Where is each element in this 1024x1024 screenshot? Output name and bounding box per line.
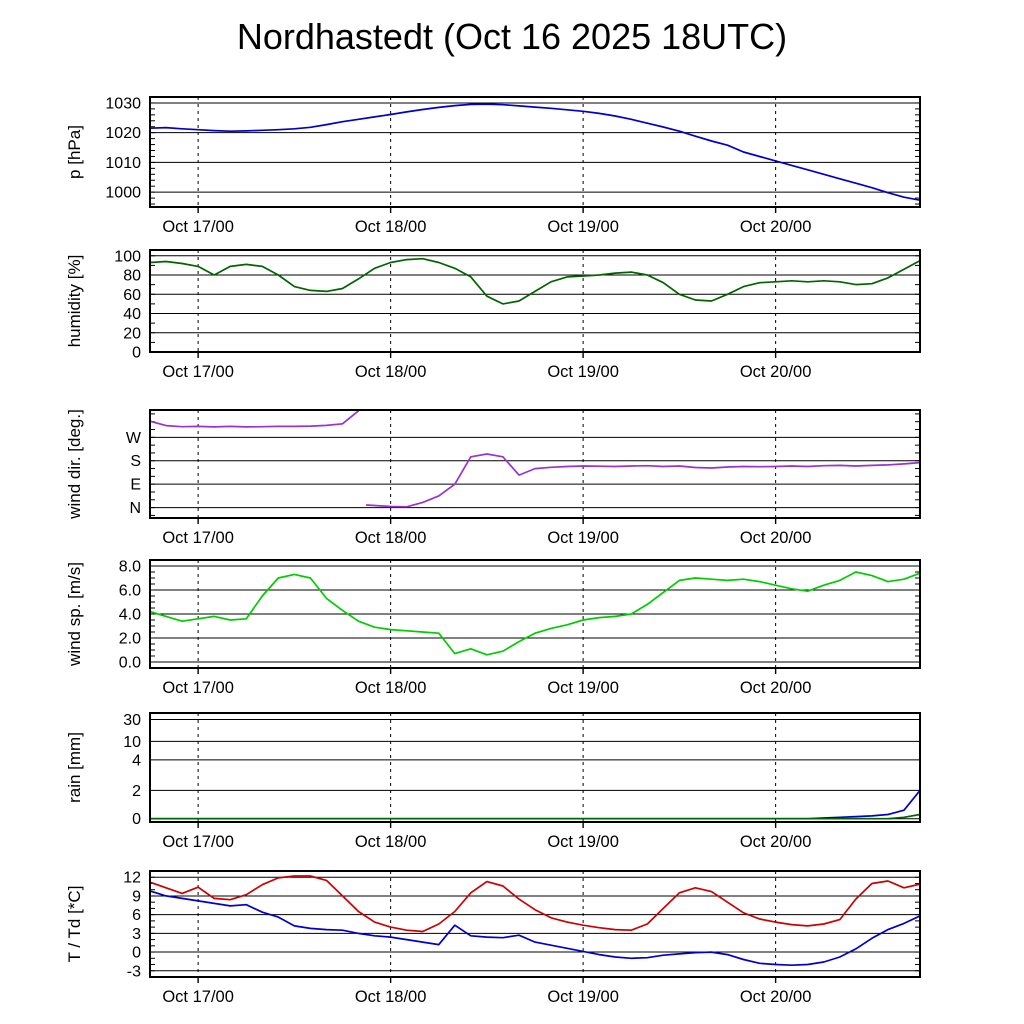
- y-tick-label: 4: [132, 752, 141, 769]
- x-tick-label: Oct 19/00: [547, 529, 619, 547]
- x-tick-label: Oct 18/00: [355, 218, 427, 236]
- y-tick-label: 1010: [105, 155, 141, 172]
- panel-temperature: -30 3 6 912 Oct 17/00 Oct 18/00 Oct 19/00 Oct 2…: [65, 870, 921, 1006]
- x-tick-label: Oct 17/00: [162, 833, 234, 851]
- y-tick-label: 0: [132, 945, 141, 962]
- y-tick-label: 6.0: [119, 583, 141, 600]
- x-tick-label: Oct 20/00: [740, 679, 812, 697]
- panel-rain: 0 2 410 30 Oct 17/00 Oct 18/00 Oct 19/00 Oct 20…: [65, 712, 921, 851]
- dew-point-line: [150, 890, 920, 967]
- x-tick-label: Oct 18/00: [355, 988, 427, 1006]
- rain-convective-line: [150, 813, 920, 820]
- x-tick-label: Oct 19/00: [547, 988, 619, 1006]
- panel-border: [149, 559, 921, 669]
- x-tick-label: Oct 19/00: [547, 833, 619, 851]
- y-tick-label: S: [130, 453, 141, 470]
- y-tick-label: -3: [127, 963, 141, 980]
- y-axis-label: wind dir. [deg.]: [65, 409, 84, 520]
- x-tick-label: Oct 20/00: [740, 218, 812, 236]
- x-tick-label: Oct 17/00: [162, 529, 234, 547]
- y-axis-label: wind sp. [m/s]: [65, 562, 84, 667]
- y-tick-label: N: [129, 500, 141, 517]
- x-tick-label: Oct 18/00: [355, 833, 427, 851]
- panel-border: [149, 249, 921, 353]
- y-tick-label: 0.0: [119, 655, 141, 672]
- panel-border: [149, 870, 921, 978]
- y-tick-label: 1020: [105, 125, 141, 142]
- x-tick-label: Oct 17/00: [162, 363, 234, 381]
- y-tick-label: 60: [123, 287, 141, 304]
- x-tick-label: Oct 17/00: [162, 679, 234, 697]
- y-tick-label: 1000: [105, 185, 141, 202]
- panel-humidity: 0 20 40 60 80 100 Oct 17/00 Oct 18/00 Oct 19/00 O…: [65, 248, 921, 381]
- x-tick-label: Oct 19/00: [547, 218, 619, 236]
- y-tick-label: 2.0: [119, 631, 141, 648]
- x-tick-label: Oct 20/00: [740, 363, 812, 381]
- panel-border: [149, 712, 921, 823]
- y-tick-label: 4.0: [119, 607, 141, 624]
- x-tick-label: Oct 20/00: [740, 988, 812, 1006]
- panel-border: [149, 409, 921, 519]
- y-tick-label: 20: [123, 325, 141, 342]
- panel-border: [149, 96, 921, 208]
- wind-direction-line: [150, 410, 920, 508]
- y-tick-label: 9: [132, 888, 141, 905]
- y-tick-label: 10: [123, 734, 141, 751]
- y-tick-label: 1030: [105, 95, 141, 112]
- y-tick-label: 0: [132, 811, 141, 828]
- y-tick-label: E: [130, 477, 141, 494]
- y-tick-label: 3: [132, 926, 141, 943]
- y-tick-label: 6: [132, 907, 141, 924]
- x-tick-label: Oct 18/00: [355, 679, 427, 697]
- y-tick-label: 100: [114, 248, 141, 265]
- x-tick-label: Oct 17/00: [162, 988, 234, 1006]
- y-tick-label: 40: [123, 306, 141, 323]
- y-tick-label: 0: [132, 345, 141, 362]
- panel-pressure: 1000 1010 1020 1030 Oct 17/00 Oct 18/00 Oct 19…: [65, 95, 921, 236]
- y-axis-label: T / Td [*C]: [65, 886, 84, 963]
- y-tick-label: W: [126, 430, 142, 447]
- x-tick-label: Oct 20/00: [740, 833, 812, 851]
- x-tick-label: Oct 17/00: [162, 218, 234, 236]
- y-axis-label: p [hPa]: [65, 125, 84, 179]
- x-tick-label: Oct 19/00: [547, 363, 619, 381]
- relative-humidity-line: [150, 257, 920, 305]
- x-tick-label: Oct 18/00: [355, 363, 427, 381]
- panel-wind-speed: 0.0 2.0 4.0 6.0 8.0 Oct 17/00 Oct 18/00 Oct 19/…: [65, 559, 921, 697]
- temperature-line: [150, 875, 920, 933]
- y-tick-label: 12: [123, 870, 141, 887]
- chart-title: Nordhastedt (Oct 16 2025 18UTC): [236, 16, 788, 57]
- y-tick-label: 8.0: [119, 559, 141, 576]
- y-tick-label: 2: [132, 783, 141, 800]
- rain-total-line: [150, 789, 920, 820]
- wind-speed-line: [150, 571, 920, 656]
- y-axis-label: rain [mm]: [65, 732, 84, 803]
- y-tick-label: 80: [123, 268, 141, 285]
- y-tick-label: 30: [123, 712, 141, 729]
- y-axis-label: humidity [%]: [65, 255, 84, 348]
- x-tick-label: Oct 20/00: [740, 529, 812, 547]
- pressure-line: [150, 103, 920, 202]
- x-tick-label: Oct 19/00: [547, 679, 619, 697]
- x-tick-label: Oct 18/00: [355, 529, 427, 547]
